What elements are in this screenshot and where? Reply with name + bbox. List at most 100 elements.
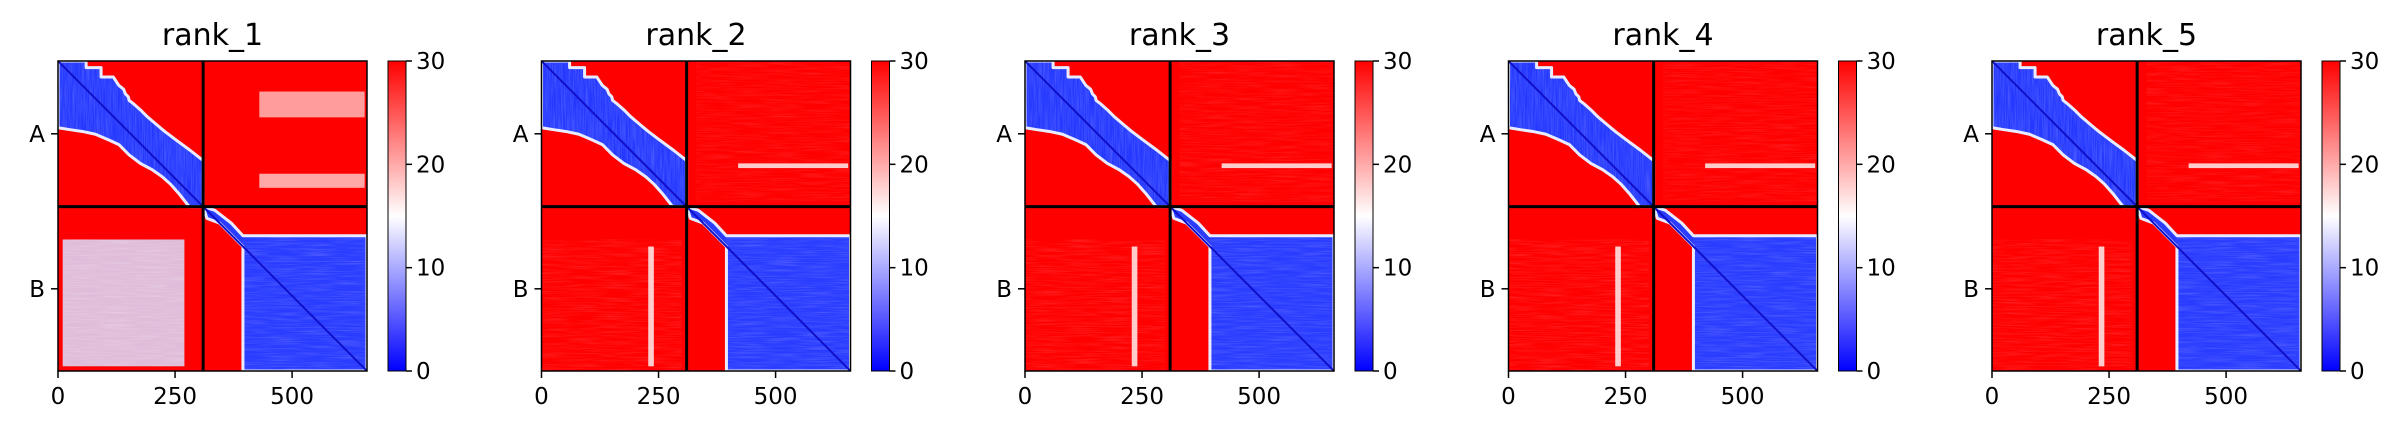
- colorbar-tick-label: 10: [416, 256, 445, 282]
- x-tick-label: 250: [1604, 384, 1648, 410]
- chain-b-texture: [242, 235, 367, 371]
- diagonal-line: [541, 61, 851, 371]
- colorbar: [871, 60, 890, 372]
- heatmap-body: [541, 61, 851, 371]
- heatmap: [1992, 61, 2301, 371]
- heatmap-body: [58, 61, 367, 371]
- x-tick-label: 250: [2087, 384, 2131, 410]
- colorbar-tick-label: 30: [416, 49, 445, 75]
- x-tick-label: 250: [637, 384, 681, 410]
- x-tick-label: 500: [270, 384, 314, 410]
- chain-label: A: [29, 122, 45, 148]
- panel-2: rank_2 0 250 500 A B 0 10 20 30: [513, 18, 929, 410]
- x-tick-label: 0: [1985, 384, 2000, 410]
- colorbar-tick-label: 20: [416, 152, 445, 178]
- chain-b-texture: [1209, 235, 1334, 371]
- panel-title: rank_3: [1129, 18, 1230, 53]
- plot-frame: [1024, 60, 1335, 372]
- colorbar-tick-label: 10: [1383, 256, 1412, 282]
- heatmap-body: [1508, 61, 1818, 371]
- colorbar: [1838, 60, 1857, 372]
- panel-5: rank_5 0 250 500 A B 0 10 20 30: [1963, 18, 2379, 410]
- chain-b-texture: [1693, 235, 1818, 371]
- chain-label: A: [1480, 122, 1496, 148]
- panel-title: rank_1: [162, 18, 263, 53]
- x-tick-label: 250: [153, 384, 197, 410]
- diagonal-line: [1992, 61, 2301, 371]
- plot-frame: [1507, 60, 1819, 372]
- x-tick-label: 0: [534, 384, 549, 410]
- colorbar-tick-label: 10: [900, 256, 929, 282]
- colorbar-tick-label: 10: [2350, 256, 2379, 282]
- inter-chain-soft-band: [738, 163, 849, 169]
- x-tick-label: 500: [1237, 384, 1281, 410]
- heatmap-body: [1025, 61, 1334, 371]
- colorbar-tick-label: 0: [2350, 359, 2365, 385]
- inter-chain-soft-band: [259, 173, 365, 188]
- x-tick-label: 0: [1018, 384, 1033, 410]
- chain-label: A: [996, 122, 1012, 148]
- inter-chain-texture: [1992, 239, 2133, 371]
- chain-label: B: [513, 277, 529, 303]
- panel-1: rank_1 0 250 500 A B 0 10 20 30: [29, 18, 445, 410]
- chain-label: B: [1963, 277, 1979, 303]
- heatmap: [541, 61, 851, 371]
- plot-frame: [540, 60, 852, 372]
- colorbar-tick-label: 0: [416, 359, 431, 385]
- colorbar-tick-label: 20: [1867, 152, 1896, 178]
- panel-title: rank_4: [1612, 18, 1713, 53]
- x-tick-label: 250: [1120, 384, 1164, 410]
- panel-title: rank_2: [645, 18, 746, 53]
- diagonal-line: [1508, 61, 1818, 371]
- colorbar-tick-label: 30: [1867, 49, 1896, 75]
- chain-b-texture: [2176, 235, 2301, 371]
- inter-chain-soft-band: [2188, 163, 2299, 169]
- colorbar-tick-label: 30: [1383, 49, 1412, 75]
- colorbar-tick-label: 30: [2350, 49, 2379, 75]
- inter-chain-texture: [541, 239, 682, 371]
- colorbar-tick-label: 0: [900, 359, 915, 385]
- colorbar-tick-label: 0: [1867, 359, 1882, 385]
- inter-chain-soft-band: [1131, 246, 1138, 367]
- inter-chain-soft-band: [2098, 246, 2105, 367]
- chain-label: B: [996, 277, 1012, 303]
- x-tick-label: 500: [754, 384, 798, 410]
- inter-chain-texture: [1179, 61, 1334, 202]
- inter-chain-texture: [1508, 239, 1649, 371]
- colorbar-tick-label: 20: [900, 152, 929, 178]
- colorbar-tick-label: 30: [900, 49, 929, 75]
- heatmap: [1508, 61, 1818, 371]
- heatmap: [58, 61, 367, 371]
- colorbar-tick-label: 20: [2350, 152, 2379, 178]
- chain-label: B: [1480, 277, 1496, 303]
- chain-label: A: [513, 122, 529, 148]
- panel-title: rank_5: [2096, 18, 2197, 53]
- chain-label: B: [29, 277, 45, 303]
- colorbar-tick-label: 0: [1383, 359, 1398, 385]
- panel-3: rank_3 0 250 500 A B 0 10 20 30: [996, 18, 1412, 410]
- colorbar-tick-label: 10: [1867, 256, 1896, 282]
- inter-chain-soft-band: [648, 246, 654, 367]
- diagonal-line: [58, 61, 367, 371]
- inter-chain-texture: [1663, 61, 1818, 202]
- colorbar: [1354, 60, 1374, 372]
- inter-chain-texture: [1025, 239, 1166, 371]
- inter-chain-texture: [2146, 61, 2301, 202]
- inter-chain-soft-band: [1221, 163, 1332, 169]
- heatmap-body: [1992, 61, 2301, 371]
- inter-chain-low-texture: [62, 239, 185, 367]
- chain-label: A: [1963, 122, 1979, 148]
- colorbar-tick-label: 20: [1383, 152, 1412, 178]
- inter-chain-texture: [696, 61, 851, 202]
- colorbar: [2321, 60, 2341, 372]
- inter-chain-soft-band: [1615, 246, 1621, 367]
- x-tick-label: 0: [51, 384, 66, 410]
- colorbar: [387, 60, 407, 372]
- inter-chain-soft-band: [259, 91, 365, 118]
- inter-chain-soft-band: [1705, 163, 1816, 169]
- x-tick-label: 0: [1501, 384, 1516, 410]
- chain-b-texture: [726, 235, 851, 371]
- diagonal-line: [1025, 61, 1334, 371]
- x-tick-label: 500: [2204, 384, 2248, 410]
- plot-frame: [1991, 60, 2302, 372]
